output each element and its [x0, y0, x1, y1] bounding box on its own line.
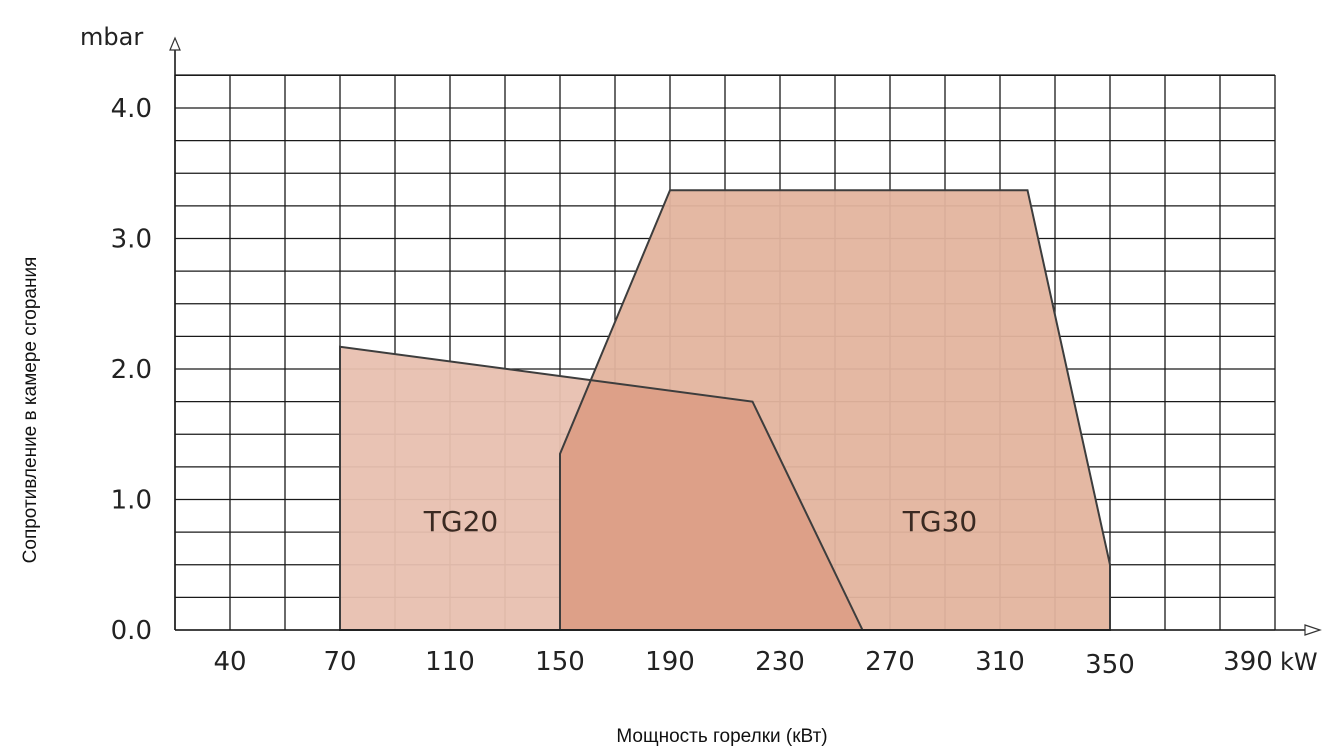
y-tick-label: 4.0 — [111, 94, 152, 124]
x-tick-label: 350 — [1085, 650, 1135, 680]
y-unit-label: mbar — [80, 23, 143, 51]
x-tick-label: 110 — [425, 647, 475, 677]
x-tick-label: 70 — [323, 647, 356, 677]
x-tick-label: 310 — [975, 647, 1025, 677]
chart-axes — [169, 36, 1322, 636]
chart-labels: 40 70 110 150 190 230 270 310 350 390 0.0 1.0 2.0 3.0… — [111, 94, 1273, 680]
y-tick-label: 3.0 — [111, 225, 152, 255]
y-axis-arrow-icon — [169, 36, 181, 51]
y-axis-title: Сопротивление в камере сгорания — [20, 257, 41, 564]
x-unit-label: kW — [1280, 648, 1318, 676]
x-tick-label: 190 — [645, 647, 695, 677]
x-axis-title: Мощность горелки (кВт) — [616, 726, 827, 747]
x-tick-label: 230 — [755, 647, 805, 677]
x-axis-arrow-icon — [1304, 624, 1322, 636]
y-tick-label: 0.0 — [111, 616, 152, 646]
y-tick-label: 2.0 — [111, 355, 152, 385]
x-tick-label: 390 — [1223, 647, 1273, 677]
x-tick-label: 150 — [535, 647, 585, 677]
y-tick-label: 1.0 — [111, 486, 152, 516]
region-label-tg30: TG30 — [902, 505, 977, 538]
region-label-tg20: TG20 — [423, 505, 498, 538]
x-tick-label: 270 — [865, 647, 915, 677]
chart-regions — [339, 189, 1111, 631]
x-tick-label: 40 — [213, 647, 246, 677]
